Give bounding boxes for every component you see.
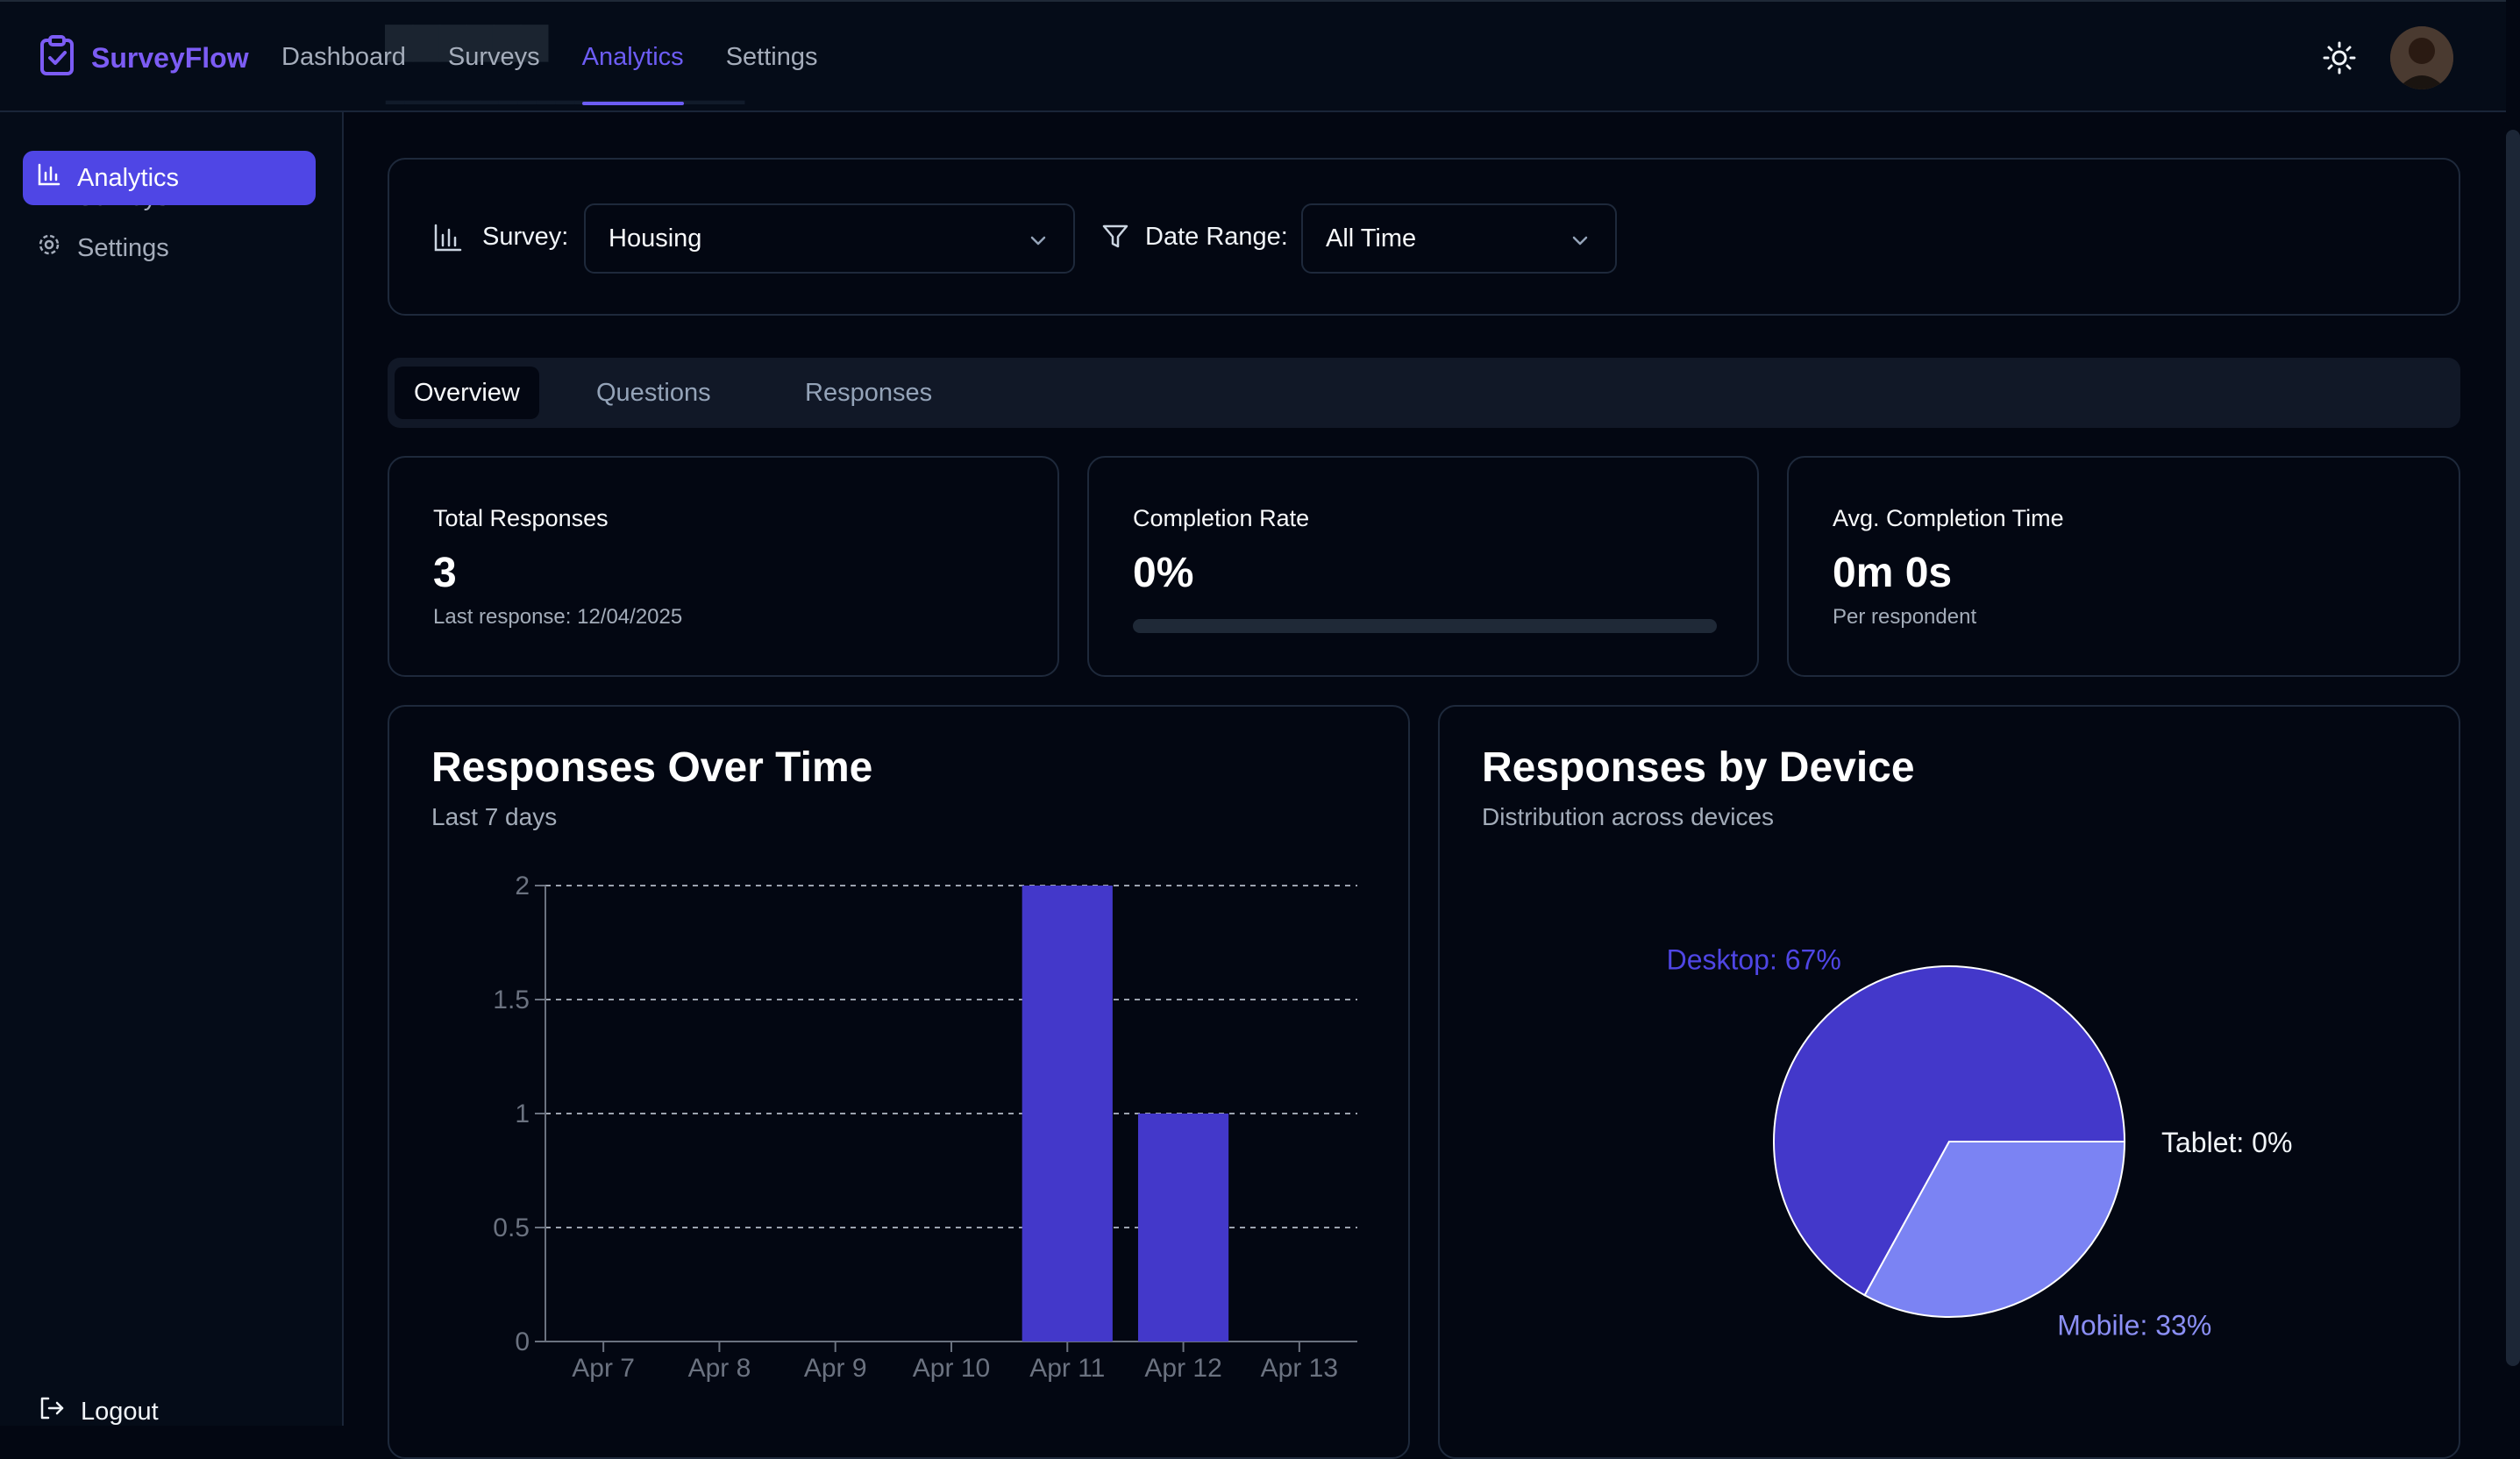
nav-dashboard[interactable]: Dashboard <box>281 43 406 71</box>
filter-card: Survey: Housing Date Range: All Time <box>388 158 2460 316</box>
y-tick-label: 2 <box>515 872 530 900</box>
date-range-select[interactable]: All Time <box>1301 203 1617 274</box>
main-nav: Dashboard Surveys Analytics Settings <box>281 2 817 112</box>
x-tick-label: Apr 8 <box>688 1354 751 1383</box>
tab-overview[interactable]: Overview <box>395 367 539 419</box>
survey-select[interactable]: Housing <box>584 203 1075 274</box>
stat-value: 0% <box>1133 550 1194 596</box>
underlay-subheading: ▁▁▁▁▁▁▁▁▁▁▁▁▁▁▁▁▁▁▁ <box>386 76 745 103</box>
chart-subtitle: Distribution across devices <box>1482 803 1775 830</box>
y-tick-label: 1.5 <box>493 986 530 1014</box>
nav-settings[interactable]: Settings <box>725 43 818 71</box>
pie-slice[interactable] <box>1773 965 2126 1297</box>
sun-icon <box>2323 41 2356 75</box>
date-range-select-value: All Time <box>1326 224 1417 253</box>
sidebar-item-analytics[interactable]: Analytics <box>23 151 316 205</box>
bar[interactable] <box>1137 1114 1229 1342</box>
x-tick-label: Apr 12 <box>1144 1354 1221 1383</box>
survey-select-value: Housing <box>609 224 702 253</box>
sidebar: Surveys Analytics Settings <box>0 112 344 1426</box>
bar[interactable] <box>1022 886 1113 1342</box>
sidebar-item-settings[interactable]: Settings <box>23 221 316 275</box>
pie-label: Desktop: 67% <box>1667 944 1841 976</box>
chevron-down-icon <box>1030 236 1046 246</box>
brand-name: SurveyFlow <box>91 42 249 74</box>
completion-progress-bar <box>1133 619 1717 633</box>
tab-list: Overview Questions Responses <box>388 358 2460 428</box>
x-tick-label: Apr 9 <box>804 1354 867 1383</box>
chart-title: Responses Over Time <box>431 744 873 791</box>
filter-icon <box>1101 223 1129 255</box>
y-tick-label: 0.5 <box>493 1213 530 1242</box>
logout-button[interactable]: Logout <box>39 1396 159 1427</box>
stat-title: Completion Rate <box>1133 505 1310 531</box>
clipboard-check-icon <box>39 35 75 82</box>
responses-over-time-chart: 0 0.5 1 1.5 2 Apr 7 Apr 8 Apr 9 Apr 10 Apr 11 Apr … <box>493 872 1357 1383</box>
sidebar-item-label: Settings <box>77 233 169 262</box>
stat-card-completion-rate: Completion Rate 0% <box>1087 456 1759 677</box>
stat-card-total-responses: Total Responses 3 Last response: 12/04/2… <box>388 456 1059 677</box>
theme-toggle-button[interactable] <box>2322 40 2357 75</box>
stat-subtitle: Per respondent <box>1833 605 1977 629</box>
pie-label: Mobile: 33% <box>2057 1309 2211 1341</box>
scrollbar[interactable] <box>2506 130 2520 1366</box>
chart-card-responses-by-device: Responses by Device Distribution across … <box>1438 705 2460 1459</box>
date-range-label: Date Range: <box>1145 223 1288 251</box>
stat-title: Total Responses <box>433 505 609 531</box>
responses-by-device-chart: Desktop: 67% Mobile: 33% Tablet: 0% <box>1667 944 2293 1342</box>
logout-icon <box>39 1396 65 1427</box>
tab-responses[interactable]: Responses <box>805 379 933 407</box>
tab-questions[interactable]: Questions <box>596 379 711 407</box>
stat-title: Avg. Completion Time <box>1833 505 2064 531</box>
chart-title: Responses by Device <box>1482 744 1915 791</box>
logout-label: Logout <box>81 1397 159 1426</box>
sidebar-item-label: Analytics <box>77 163 180 192</box>
x-tick-label: Apr 13 <box>1261 1354 1338 1383</box>
nav-surveys[interactable]: Surveys <box>447 43 540 71</box>
x-tick-label: Apr 11 <box>1029 1354 1105 1383</box>
pie-slice[interactable] <box>1863 1141 2126 1318</box>
survey-label: Survey: <box>482 223 569 251</box>
x-tick-label: Apr 10 <box>913 1354 990 1383</box>
stat-value: 3 <box>433 550 457 596</box>
y-tick-label: 0 <box>515 1327 530 1356</box>
nav-analytics[interactable]: Analytics <box>581 2 684 112</box>
stat-subtitle: Last response: 12/04/2025 <box>433 605 683 629</box>
stat-value: 0m 0s <box>1833 550 1953 596</box>
chart-subtitle: Last 7 days <box>431 803 558 830</box>
y-tick-label: 1 <box>515 1100 530 1128</box>
gear-icon <box>37 232 61 264</box>
stat-card-avg-completion-time: Avg. Completion Time 0m 0s Per responden… <box>1787 456 2460 677</box>
avatar[interactable] <box>2390 26 2453 89</box>
brand[interactable]: SurveyFlow <box>39 35 249 82</box>
x-tick-label: Apr 7 <box>572 1354 635 1383</box>
underlay-heading: ▇▇▇▇▇▇ <box>386 22 548 60</box>
top-navbar: ▇▇▇▇▇▇ ▁▁▁▁▁▁▁▁▁▁▁▁▁▁▁▁▁▁▁ SurveyFlow Da… <box>0 0 2506 112</box>
pie-label: Tablet: 0% <box>2161 1127 2292 1158</box>
chevron-down-icon <box>1572 236 1588 246</box>
bar-chart-icon <box>433 223 463 257</box>
bar-chart-icon <box>37 162 61 194</box>
chart-card-responses-over-time: Responses Over Time Last 7 days 0 0.5 1 1.5… <box>388 705 1410 1459</box>
